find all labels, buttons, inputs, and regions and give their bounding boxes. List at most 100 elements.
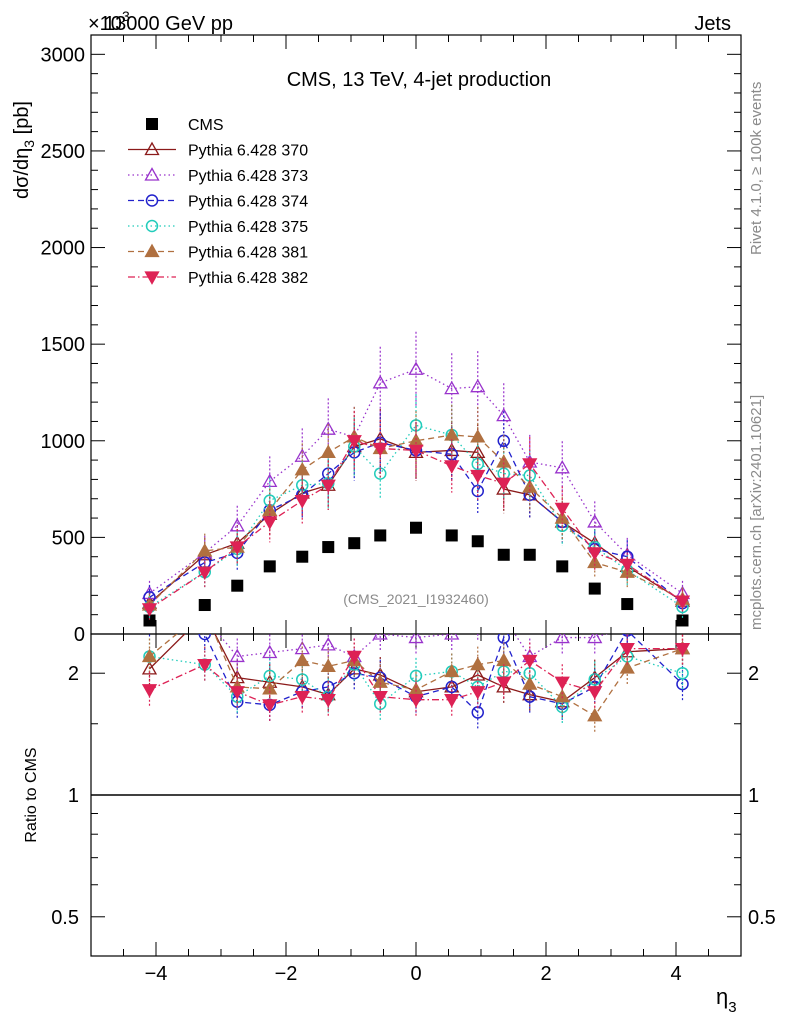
legend-marker xyxy=(146,118,158,130)
multiplier-label: ×103 xyxy=(88,8,130,35)
ratio-point xyxy=(197,658,213,673)
data-point xyxy=(444,460,460,474)
data-point xyxy=(197,566,213,580)
data-point xyxy=(674,595,691,609)
legend: CMS Pythia 6.428 370 Pythia 6.428 373 Pythi… xyxy=(128,117,308,287)
data-point xyxy=(497,548,510,561)
ratio-point xyxy=(496,676,512,691)
data-point xyxy=(231,579,244,592)
ratio-point xyxy=(522,676,538,690)
x-axis-label-main: η xyxy=(716,984,728,1009)
y-tick-label: 0 xyxy=(74,624,85,646)
data-point xyxy=(263,560,276,573)
legend-marker xyxy=(144,141,160,156)
ratio-point xyxy=(141,661,158,675)
collision-label: 13000 GeV pp xyxy=(104,13,233,35)
ratio-point xyxy=(372,691,388,705)
legend-marker xyxy=(145,219,159,233)
ratio-point xyxy=(621,621,634,633)
y-tick-label: 500 xyxy=(52,527,85,549)
ratio-point xyxy=(229,648,245,663)
legend-marker xyxy=(144,243,160,258)
legend-marker xyxy=(144,167,160,181)
rivet-label: Rivet 4.1.0, ≥ 100k events xyxy=(748,82,765,255)
y-tick-label: 1500 xyxy=(41,334,86,356)
ratio-point xyxy=(587,686,603,700)
data-point xyxy=(470,469,486,484)
ratio-y-tick-label: 2 xyxy=(68,663,79,685)
y-tick-label: 3000 xyxy=(41,44,86,66)
ratio-plot: −4 −2 0 2 4 0.5 0.5 1 1 2 2 xyxy=(51,611,776,985)
ratio-point xyxy=(294,652,310,667)
series-pythia-6-428-382 xyxy=(141,411,691,620)
ratio-point xyxy=(619,643,635,657)
ratio-point xyxy=(408,634,424,644)
legend-label: Pythia 6.428 374 xyxy=(188,194,308,211)
multiplier-base: ×10 xyxy=(88,13,122,35)
ratio-y-tick-label-right: 1 xyxy=(748,785,759,807)
ratio-point xyxy=(554,688,570,703)
series-line xyxy=(149,434,683,606)
ratio-point xyxy=(141,648,158,663)
data-point xyxy=(141,603,158,617)
ratio-point xyxy=(320,658,336,672)
legend-label: Pythia 6.428 373 xyxy=(188,168,308,185)
ratio-point xyxy=(554,634,570,644)
ratio-point xyxy=(262,644,278,659)
x-tick-label: −4 xyxy=(145,963,168,985)
data-point xyxy=(198,599,211,612)
x-tick-label: 0 xyxy=(410,963,421,985)
data-point xyxy=(408,361,424,375)
ratio-axis-label: Ratio to CMS xyxy=(23,747,40,842)
legend-label: Pythia 6.428 375 xyxy=(188,219,308,236)
ratio-point xyxy=(294,691,310,705)
ratio-point xyxy=(320,694,336,708)
x-tick-label: 2 xyxy=(540,963,551,985)
data-point xyxy=(621,598,634,611)
ratio-point xyxy=(470,686,486,700)
legend-marker xyxy=(144,271,160,285)
data-point xyxy=(294,495,310,509)
ratio-point xyxy=(198,611,211,623)
data-point xyxy=(587,547,603,561)
ratio-point xyxy=(496,652,512,667)
ratio-point xyxy=(522,654,538,669)
ratio-y-tick-label-right: 2 xyxy=(748,663,759,685)
data-point xyxy=(346,435,362,449)
data-point xyxy=(676,614,689,627)
main-plot: 0 500 1000 1500 2000 2500 3000 xyxy=(41,34,742,646)
data-point xyxy=(372,374,388,389)
ratio-point xyxy=(346,650,362,665)
data-point xyxy=(587,514,603,528)
main-data xyxy=(141,331,691,627)
ratio-point xyxy=(408,694,424,708)
data-point xyxy=(554,502,570,517)
series-line xyxy=(149,440,683,610)
analysis-watermark: (CMS_2021_I1932460) xyxy=(343,591,489,607)
data-point xyxy=(470,429,486,443)
ratio-point xyxy=(554,676,570,691)
y-axis-label-sub: 3 xyxy=(21,140,37,148)
ratio-point xyxy=(198,634,211,641)
ratio-point xyxy=(296,673,309,686)
ratio-point xyxy=(141,684,158,698)
data-point xyxy=(408,444,424,459)
data-point xyxy=(262,516,278,530)
data-point xyxy=(348,537,361,550)
data-point xyxy=(444,380,460,395)
data-point xyxy=(445,529,458,542)
mcplots-label: mcplots.cern.ch [arXiv:2401.10621] xyxy=(748,395,765,630)
data-point xyxy=(143,614,156,627)
ratio-point xyxy=(444,634,460,640)
ratio-point xyxy=(262,699,278,713)
x-tick-label: 4 xyxy=(670,963,681,985)
ratio-line xyxy=(149,648,683,706)
legend-label: Pythia 6.428 382 xyxy=(188,270,308,287)
y-tick-label: 1000 xyxy=(41,431,86,453)
ratio-y-tick-label: 1 xyxy=(68,785,79,807)
ratio-point xyxy=(445,680,458,694)
multiplier-exponent: 3 xyxy=(122,8,130,24)
legend-label: Pythia 6.428 381 xyxy=(188,245,308,262)
data-point xyxy=(197,543,213,557)
